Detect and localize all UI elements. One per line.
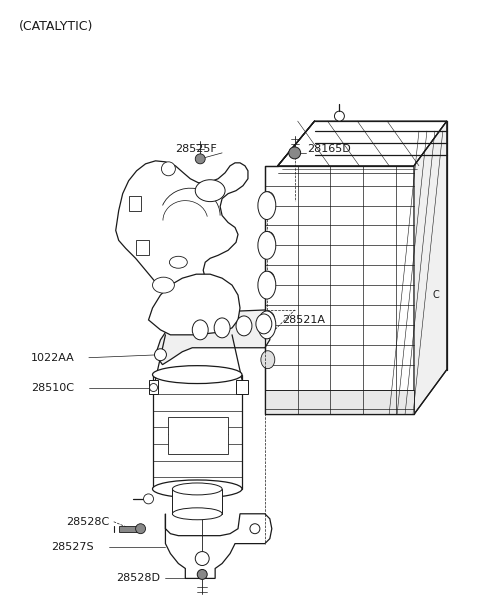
Circle shape <box>150 384 157 392</box>
Circle shape <box>335 111 344 121</box>
Polygon shape <box>156 310 270 365</box>
Circle shape <box>195 154 205 164</box>
Circle shape <box>155 349 167 360</box>
Ellipse shape <box>236 316 252 336</box>
Ellipse shape <box>258 231 276 259</box>
Text: (CATALYTIC): (CATALYTIC) <box>19 20 94 32</box>
Text: 28528D: 28528D <box>116 573 160 583</box>
Ellipse shape <box>261 311 275 329</box>
Polygon shape <box>172 489 222 514</box>
Polygon shape <box>119 526 139 532</box>
Text: 28528C: 28528C <box>66 517 109 527</box>
Ellipse shape <box>261 351 275 368</box>
Text: 28525F: 28525F <box>175 144 217 154</box>
Polygon shape <box>278 121 447 166</box>
Polygon shape <box>414 121 447 414</box>
Ellipse shape <box>214 318 230 338</box>
Text: 28527S: 28527S <box>51 542 94 551</box>
Ellipse shape <box>153 480 242 498</box>
Circle shape <box>288 147 300 159</box>
Circle shape <box>136 524 145 534</box>
Polygon shape <box>236 379 248 395</box>
Polygon shape <box>265 166 414 414</box>
Text: 28165D: 28165D <box>308 144 351 154</box>
Ellipse shape <box>256 314 272 334</box>
Polygon shape <box>153 375 242 489</box>
Ellipse shape <box>172 508 222 520</box>
Ellipse shape <box>195 180 225 201</box>
Ellipse shape <box>261 271 275 289</box>
Polygon shape <box>116 161 248 310</box>
Circle shape <box>161 162 175 176</box>
Text: 28521A: 28521A <box>282 315 325 325</box>
Polygon shape <box>129 196 141 211</box>
Ellipse shape <box>192 320 208 340</box>
Circle shape <box>197 570 207 580</box>
Circle shape <box>250 524 260 534</box>
Ellipse shape <box>261 192 275 209</box>
Text: C: C <box>432 290 439 300</box>
Circle shape <box>195 551 209 565</box>
Ellipse shape <box>261 231 275 249</box>
Text: 1022AA: 1022AA <box>31 353 75 363</box>
Ellipse shape <box>258 271 276 299</box>
Ellipse shape <box>258 192 276 220</box>
Polygon shape <box>148 274 240 335</box>
Text: 28510C: 28510C <box>31 382 74 392</box>
Ellipse shape <box>153 277 174 293</box>
Polygon shape <box>168 417 228 454</box>
Polygon shape <box>265 389 414 414</box>
Ellipse shape <box>258 311 276 339</box>
Ellipse shape <box>172 483 222 495</box>
Polygon shape <box>148 379 158 395</box>
Ellipse shape <box>169 256 187 268</box>
Ellipse shape <box>153 365 242 384</box>
Polygon shape <box>136 241 148 255</box>
Polygon shape <box>166 514 272 578</box>
Circle shape <box>144 494 154 504</box>
